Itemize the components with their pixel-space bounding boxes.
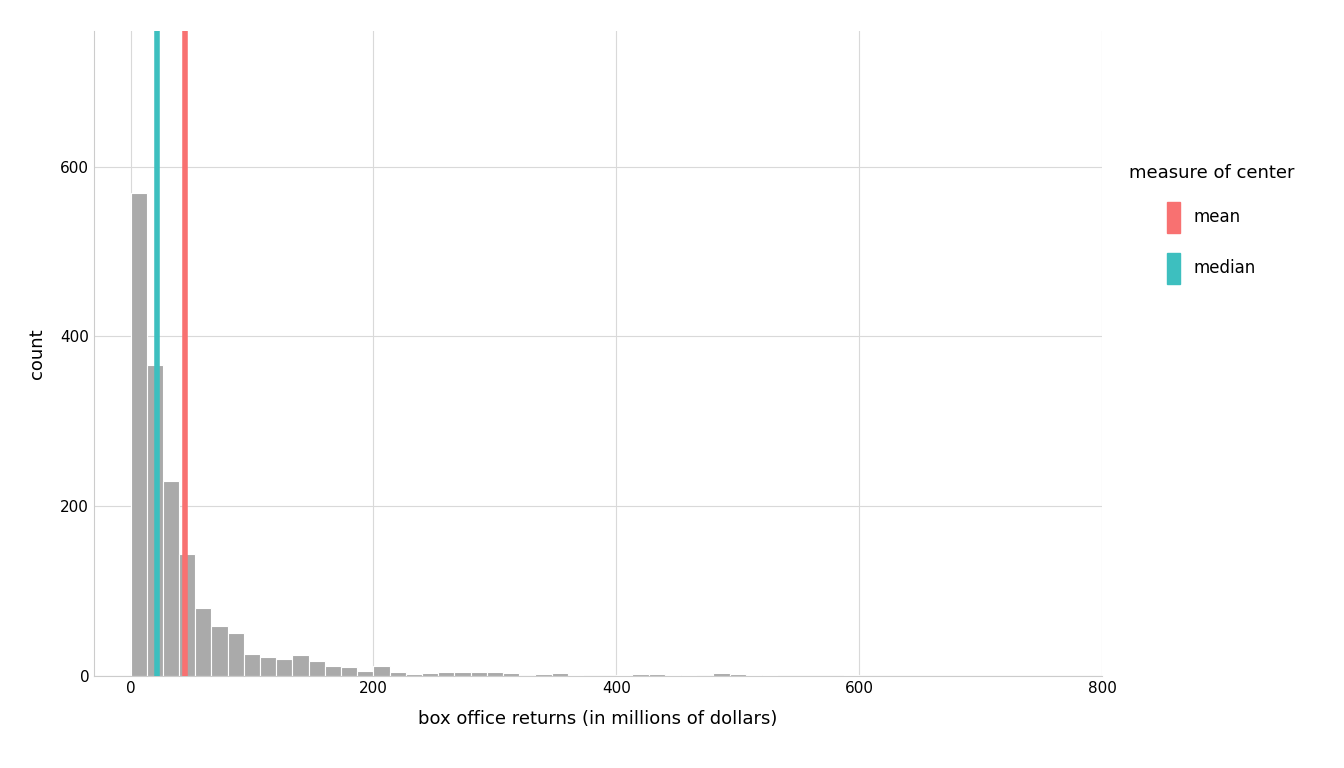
- Bar: [730, 674, 746, 676]
- Y-axis label: count: count: [28, 328, 46, 379]
- Legend: mean, median: mean, median: [1121, 155, 1302, 292]
- Bar: [503, 674, 519, 676]
- Bar: [454, 671, 470, 676]
- Bar: [227, 633, 243, 676]
- Bar: [390, 671, 406, 676]
- Bar: [195, 608, 211, 676]
- Bar: [146, 365, 163, 676]
- Bar: [211, 626, 227, 676]
- Bar: [843, 675, 859, 676]
- Bar: [179, 554, 195, 676]
- Bar: [422, 674, 438, 676]
- Bar: [487, 673, 503, 676]
- Bar: [438, 671, 454, 676]
- Bar: [277, 659, 293, 676]
- X-axis label: box office returns (in millions of dollars): box office returns (in millions of dolla…: [418, 710, 778, 727]
- Bar: [551, 674, 567, 676]
- Bar: [163, 481, 179, 676]
- Bar: [406, 674, 422, 676]
- Bar: [374, 666, 390, 676]
- Bar: [535, 674, 551, 676]
- Bar: [130, 193, 146, 676]
- Bar: [243, 654, 259, 676]
- Bar: [714, 674, 730, 676]
- Bar: [617, 675, 633, 676]
- Bar: [309, 661, 325, 676]
- Bar: [633, 674, 649, 676]
- Bar: [325, 666, 341, 676]
- Bar: [259, 657, 277, 676]
- Bar: [762, 675, 778, 676]
- Bar: [665, 675, 681, 676]
- Bar: [358, 670, 374, 676]
- Bar: [341, 667, 358, 676]
- Bar: [681, 675, 698, 676]
- Bar: [746, 675, 762, 676]
- Bar: [293, 655, 309, 676]
- Bar: [470, 671, 487, 676]
- Bar: [649, 674, 665, 676]
- Bar: [567, 675, 583, 676]
